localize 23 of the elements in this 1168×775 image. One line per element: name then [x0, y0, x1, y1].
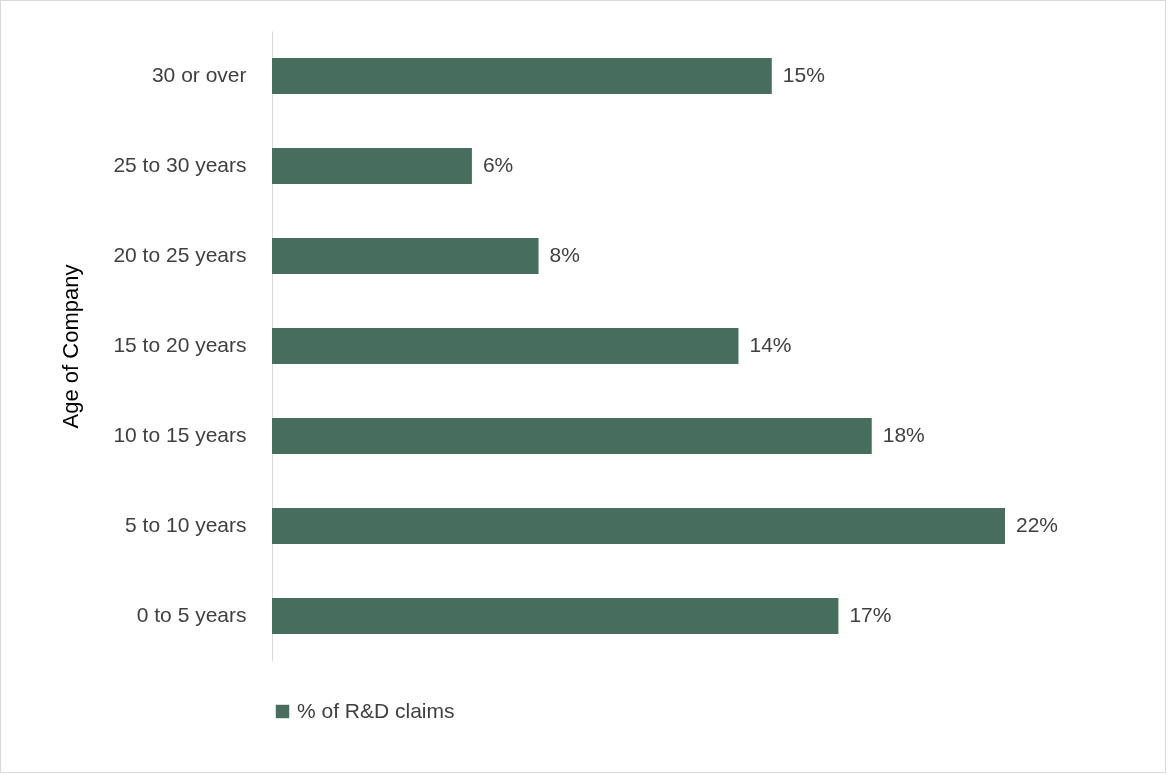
data-label: 14% [749, 333, 792, 356]
bar [272, 328, 739, 364]
y-tick-label: 10 to 15 years [113, 423, 247, 446]
bar [272, 598, 839, 634]
y-tick-label: 5 to 10 years [125, 513, 247, 536]
bar [272, 148, 472, 184]
data-label: 18% [882, 423, 925, 446]
y-axis-title: Age of Company [58, 264, 84, 429]
data-label: 22% [1016, 513, 1059, 536]
y-tick-label: 15 to 20 years [113, 333, 247, 356]
data-label: 8% [549, 243, 580, 266]
bar [272, 418, 872, 454]
data-label: 15% [782, 63, 825, 86]
legend-label: % of R&D claims [297, 698, 455, 722]
bar [272, 238, 539, 274]
y-tick-label: 30 or over [151, 63, 247, 86]
y-tick-label: 25 to 30 years [113, 153, 247, 176]
y-tick-label: 0 to 5 years [136, 603, 247, 626]
bar [272, 508, 1005, 544]
y-tick-label: 20 to 25 years [113, 243, 247, 266]
bar [272, 58, 772, 94]
data-label: 6% [482, 153, 514, 176]
data-label: 17% [849, 603, 892, 626]
